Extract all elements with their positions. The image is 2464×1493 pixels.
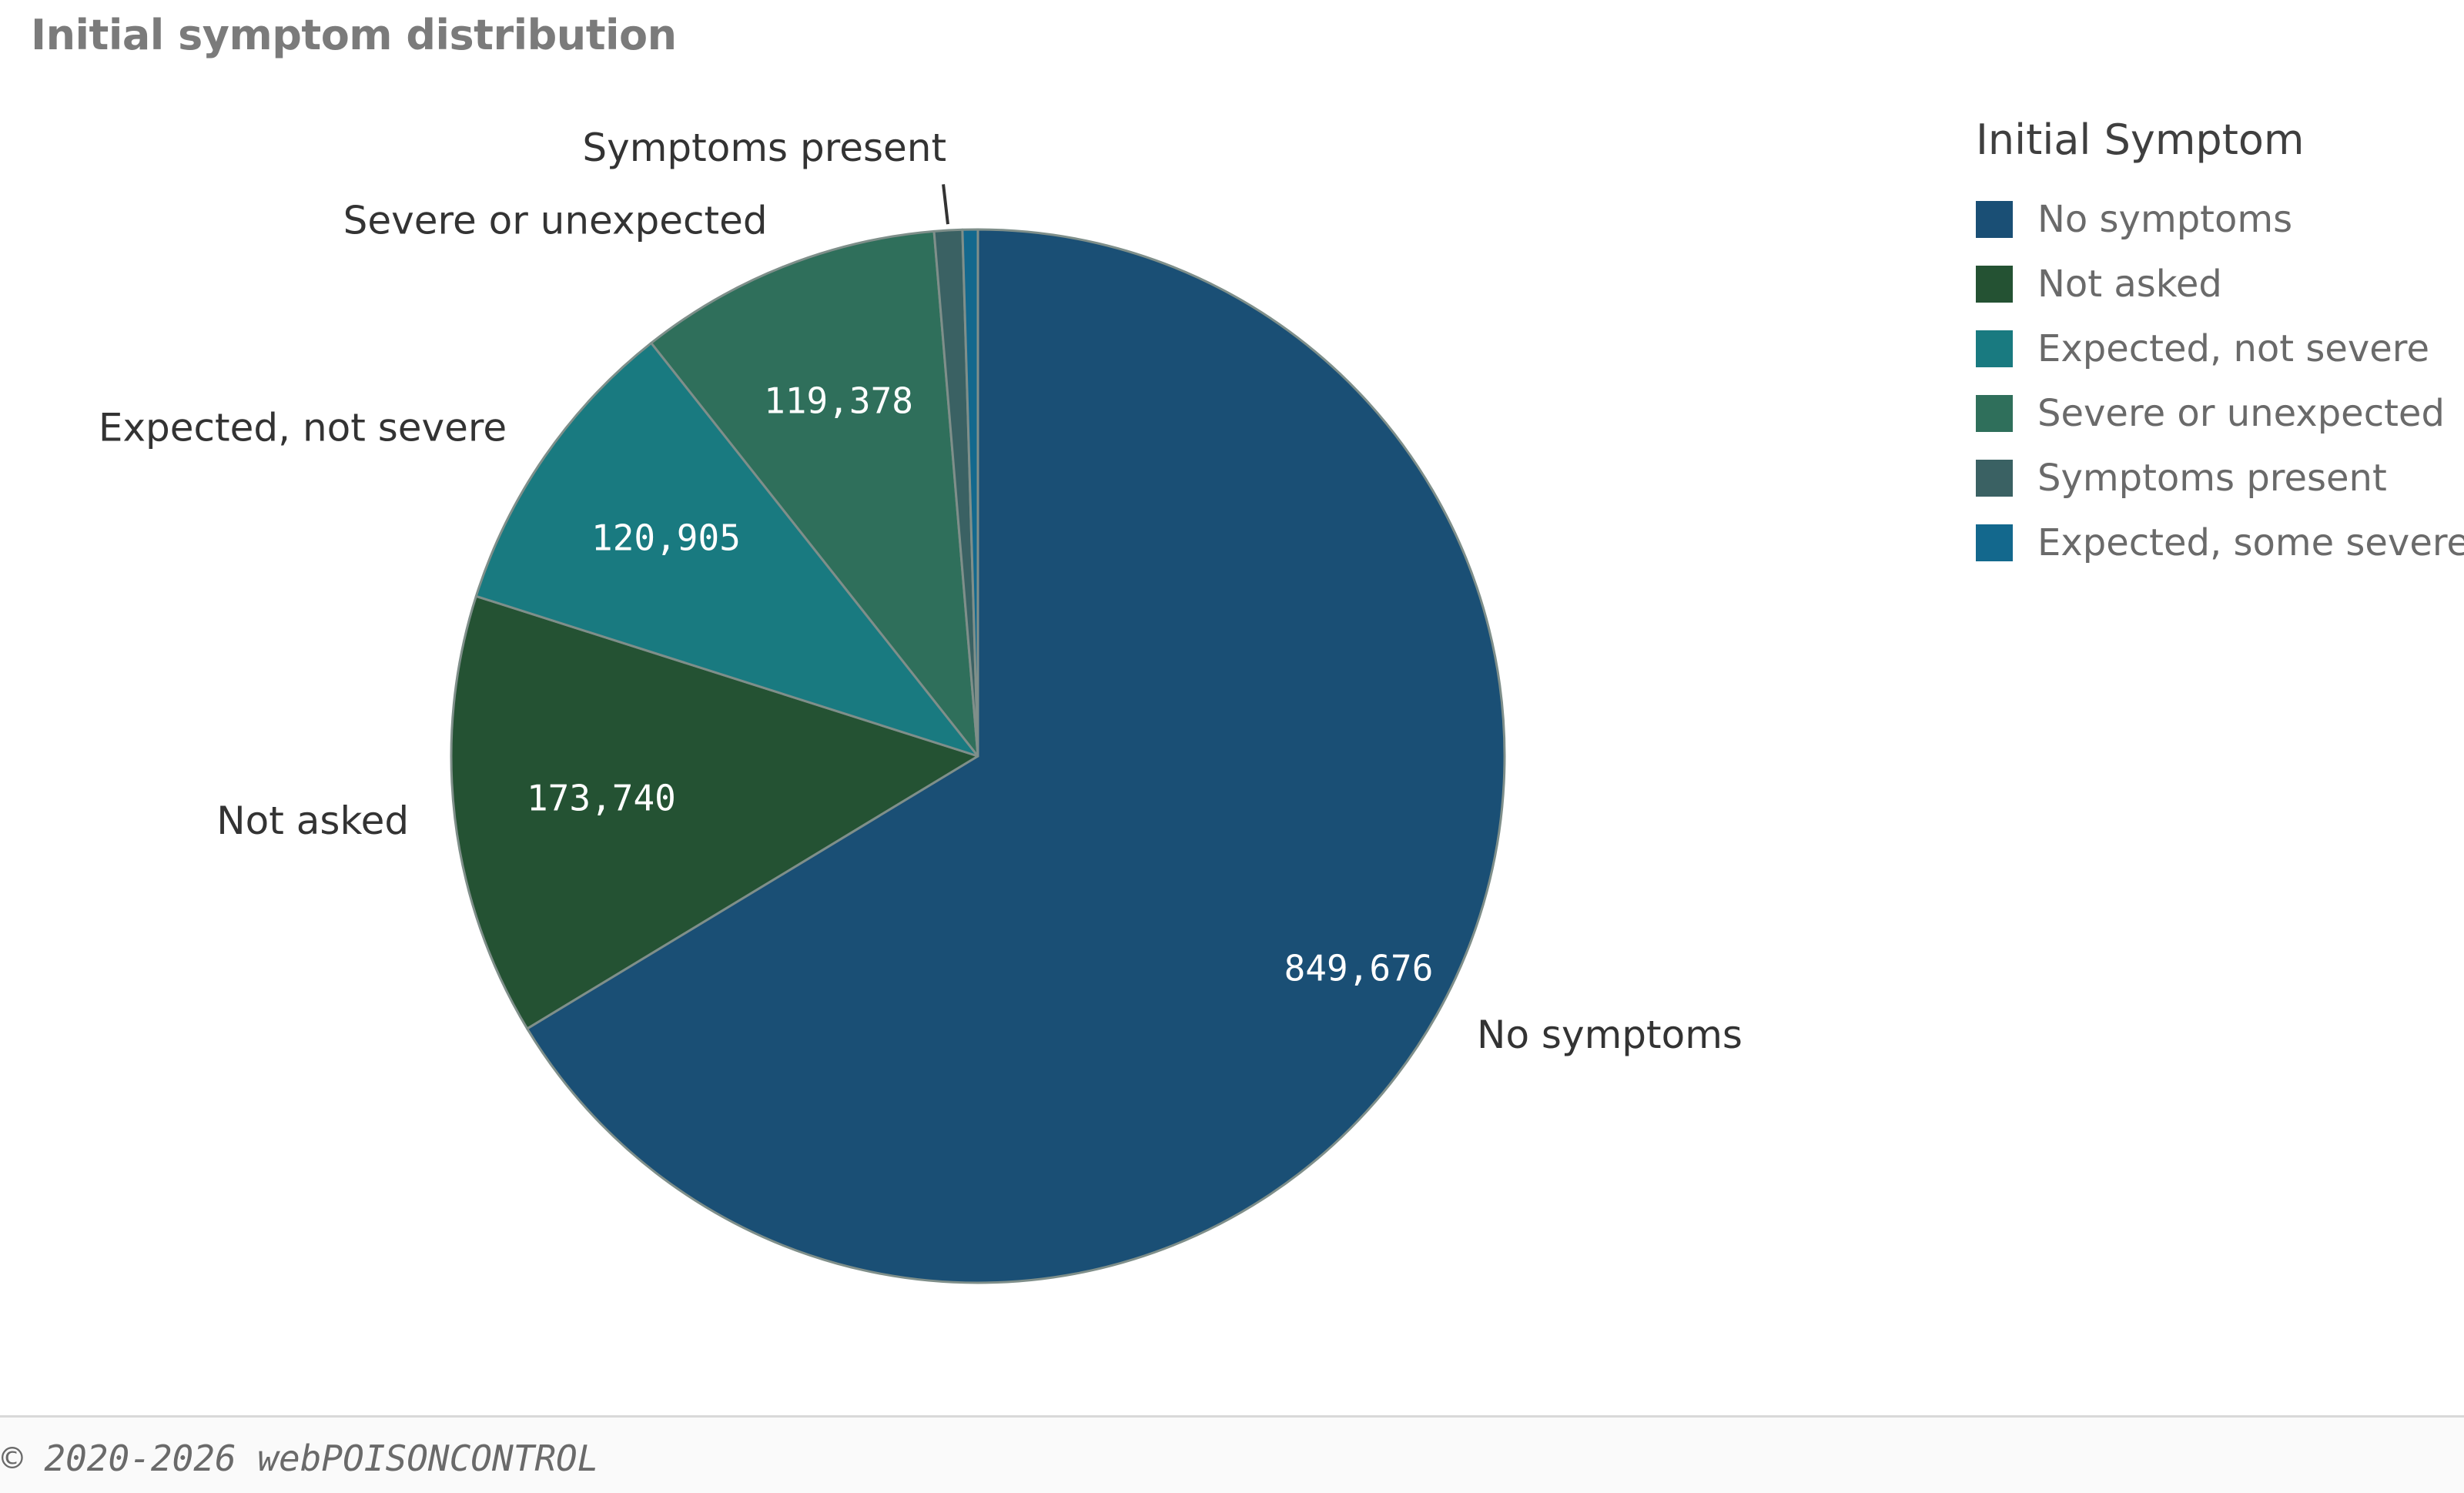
legend-item-expected-not-severe[interactable]: Expected, not severe — [1976, 316, 2464, 381]
pie-chart: 849,676 173,740 120,905 119,378 No symptoms N… — [99, 126, 1743, 1284]
legend-label: Expected, some severe — [2037, 521, 2464, 564]
legend-swatch — [1976, 330, 2013, 367]
legend-label: Severe or unexpected — [2037, 392, 2445, 435]
legend-item-not-asked[interactable]: Not asked — [1976, 252, 2464, 316]
pie-slice-no-symptoms[interactable] — [526, 228, 1506, 1284]
legend-label: Expected, not severe — [2037, 327, 2430, 370]
slice-category-label: Symptoms present — [582, 126, 946, 170]
slice-category-label: Expected, not severe — [99, 405, 507, 450]
legend-item-no-symptoms[interactable]: No symptoms — [1976, 187, 2464, 252]
leader-line — [942, 184, 949, 225]
slice-category-label: Not asked — [216, 798, 409, 843]
copyright-text: © 2020-2026 webPOISONCONTROL — [2, 1438, 599, 1479]
legend-label: Symptoms present — [2037, 457, 2387, 500]
legend-label: Not asked — [2037, 263, 2222, 306]
slice-value-label: 119,378 — [764, 380, 913, 421]
legend-swatch — [1976, 266, 2013, 303]
pie-slice-expected-not-severe[interactable] — [474, 341, 979, 758]
legend-swatch — [1976, 201, 2013, 238]
footer: © 2020-2026 webPOISONCONTROL — [0, 1415, 2464, 1493]
legend-swatch — [1976, 395, 2013, 432]
legend: Initial Symptom No symptoms Not asked Ex… — [1976, 115, 2464, 575]
legend-title: Initial Symptom — [1976, 115, 2305, 164]
chart-title: Initial symptom distribution — [31, 11, 677, 59]
pie-slice-expected-some-severe[interactable] — [961, 228, 979, 758]
legend-item-severe-or-unexpected[interactable]: Severe or unexpected — [1976, 381, 2464, 446]
pie-slice-severe-or-unexpected[interactable] — [650, 229, 979, 758]
legend-swatch — [1976, 524, 2013, 561]
legend-label: No symptoms — [2037, 198, 2293, 241]
slice-value-label: 120,905 — [591, 517, 741, 558]
pie-slice-not-asked[interactable] — [450, 594, 979, 1030]
legend-item-symptoms-present[interactable]: Symptoms present — [1976, 446, 2464, 510]
slice-category-label: Severe or unexpected — [343, 199, 768, 243]
legend-swatch — [1976, 460, 2013, 497]
legend-item-expected-some-severe[interactable]: Expected, some severe — [1976, 510, 2464, 575]
slice-category-label: No symptoms — [1477, 1013, 1743, 1057]
slice-value-label: 173,740 — [527, 777, 676, 818]
slice-value-label: 849,676 — [1284, 947, 1434, 989]
